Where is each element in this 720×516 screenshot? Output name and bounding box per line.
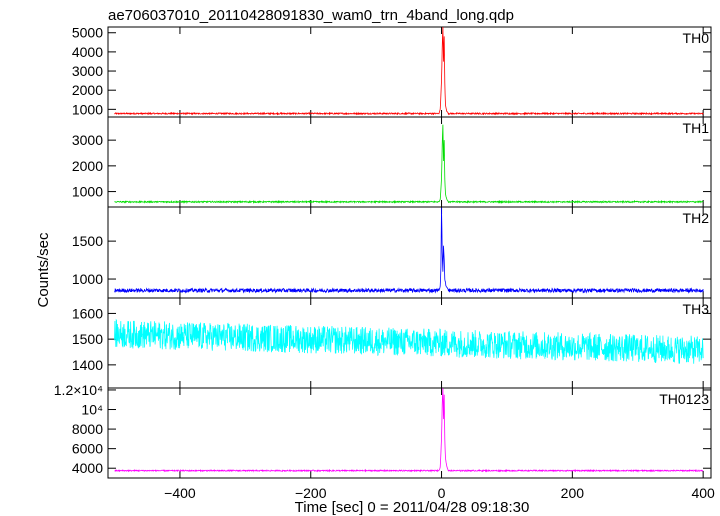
y-tick-label: 1400 — [72, 357, 103, 373]
y-tick-label: 1500 — [72, 233, 103, 249]
panel-frame — [107, 26, 712, 118]
panel-label: TH3 — [683, 301, 710, 317]
y-tick-label: 4000 — [72, 460, 103, 476]
y-tick-label: 1500 — [72, 331, 103, 347]
y-tick-label: 6000 — [72, 441, 103, 457]
series-line — [114, 318, 704, 364]
x-tick-label: −400 — [164, 485, 196, 501]
x-tick-label: 200 — [561, 485, 585, 501]
panel-frame — [107, 206, 712, 299]
y-tick-label: 1000 — [72, 101, 103, 117]
y-tick-label: 10⁴ — [81, 402, 103, 418]
y-tick-label: 4000 — [72, 44, 103, 60]
panel-label: TH2 — [683, 210, 710, 226]
panel-label: TH0123 — [659, 391, 709, 407]
y-tick-label: 1000 — [72, 184, 103, 200]
y-axis-label: Counts/sec — [35, 232, 52, 308]
y-tick-label: 1600 — [72, 305, 103, 321]
series-line — [114, 26, 704, 116]
chart-title: ae706037010_20110428091830_wam0_trn_4ban… — [108, 7, 514, 24]
x-axis-label: Time [sec] 0 = 2011/04/28 09:18:30 — [295, 499, 530, 516]
series-line — [114, 388, 704, 473]
panel-frame — [107, 116, 712, 208]
y-tick-label: 5000 — [72, 25, 103, 41]
y-tick-label: 1.2×10⁴ — [54, 382, 103, 398]
y-tick-label: 8000 — [72, 421, 103, 437]
panel-label: TH0 — [683, 30, 710, 46]
y-tick-label: 2000 — [72, 82, 103, 98]
x-tick-label: −200 — [295, 485, 327, 501]
y-tick-label: 1000 — [72, 271, 103, 287]
y-tick-label: 2000 — [72, 158, 103, 174]
x-tick-label: 0 — [438, 485, 446, 501]
panel-label: TH1 — [683, 120, 710, 136]
y-tick-label: 3000 — [72, 132, 103, 148]
x-tick-label: 400 — [691, 485, 715, 501]
y-tick-label: 3000 — [72, 63, 103, 79]
panel-frame — [107, 387, 712, 479]
series-line — [114, 124, 704, 205]
series-line — [114, 207, 704, 294]
